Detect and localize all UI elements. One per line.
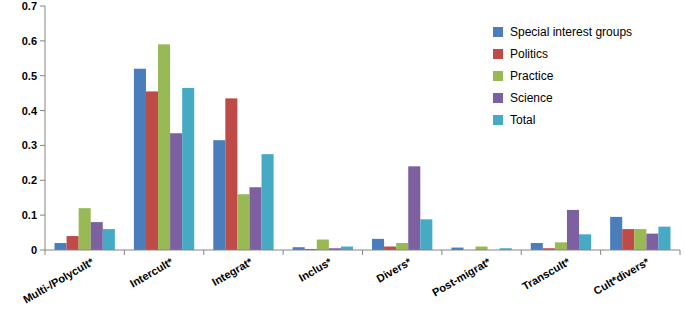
legend-label: Total <box>510 113 535 127</box>
x-tick-label: Inclus* <box>297 255 335 284</box>
y-tick <box>40 110 45 111</box>
legend-swatch <box>493 27 503 37</box>
bar <box>396 243 408 250</box>
x-tick <box>124 250 125 255</box>
bar <box>146 91 158 250</box>
bar <box>317 240 329 250</box>
legend-swatch <box>493 115 503 125</box>
bar <box>67 236 79 250</box>
bar <box>341 247 353 250</box>
bar <box>476 247 488 250</box>
bar <box>384 247 396 250</box>
x-tick <box>362 250 363 255</box>
x-tick-label: Intercult* <box>128 255 176 290</box>
bar <box>249 187 261 250</box>
y-tick <box>40 180 45 181</box>
legend-label: Politics <box>510 47 548 61</box>
bar <box>225 98 237 250</box>
legend-swatch <box>493 93 503 103</box>
bar <box>622 229 634 250</box>
bar <box>55 243 67 250</box>
y-tick <box>40 145 45 146</box>
x-tick-label: Post-migrat* <box>430 255 493 298</box>
bar <box>420 219 432 250</box>
bar <box>182 88 194 250</box>
bar <box>531 243 543 250</box>
x-tick-label: Cult*divers* <box>591 255 652 297</box>
bar <box>646 234 658 250</box>
bar <box>579 234 591 250</box>
y-tick <box>40 40 45 41</box>
x-tick-label: Transcult* <box>520 255 573 292</box>
y-tick-label: 0.4 <box>22 105 38 117</box>
bar <box>79 208 91 250</box>
y-tick <box>40 250 45 251</box>
x-tick <box>600 250 601 255</box>
bar <box>237 194 249 250</box>
y-tick-label: 0 <box>31 244 37 256</box>
x-tick <box>521 250 522 255</box>
bar <box>213 140 225 250</box>
legend-label: Practice <box>510 69 554 83</box>
legend-swatch <box>493 49 503 59</box>
bars <box>55 44 671 250</box>
bar <box>170 133 182 250</box>
bar <box>567 210 579 250</box>
y-tick <box>40 75 45 76</box>
bar <box>91 222 103 250</box>
bar <box>372 239 384 250</box>
y-axis <box>45 6 46 250</box>
y-tick-label: 0.6 <box>22 35 37 47</box>
bar <box>262 154 274 250</box>
bar <box>408 166 420 250</box>
x-tick-label: Integrat* <box>210 255 255 288</box>
x-tick <box>203 250 204 255</box>
bar <box>610 217 622 250</box>
bar <box>634 229 646 250</box>
legend-swatch <box>493 71 503 81</box>
y-tick-label: 0.3 <box>22 139 37 151</box>
x-tick <box>45 250 46 255</box>
x-tick-label: Multi-/Polycult* <box>21 255 96 305</box>
y-tick-label: 0.2 <box>22 174 37 186</box>
y-tick-label: 0.1 <box>22 209 37 221</box>
x-tick-label: Divers* <box>374 255 413 285</box>
bar <box>158 44 170 250</box>
bar <box>555 242 567 250</box>
bar <box>103 229 115 250</box>
y-tick <box>40 6 45 7</box>
y-tick <box>40 215 45 216</box>
legend: Special interest groups Politics Practice S… <box>493 25 632 127</box>
y-tick-label: 0.7 <box>22 0 37 12</box>
y-tick-label: 0.5 <box>22 70 37 82</box>
x-tick <box>441 250 442 255</box>
chart: 0 0.1 0.2 0.3 0.4 0.5 0.6 0.7 Multi-/Polycult* In… <box>0 0 685 328</box>
x-tick <box>680 250 681 255</box>
x-tick <box>283 250 284 255</box>
legend-label: Special interest groups <box>510 25 632 39</box>
legend-label: Science <box>510 91 553 105</box>
bar <box>134 69 146 250</box>
bar <box>658 227 670 250</box>
